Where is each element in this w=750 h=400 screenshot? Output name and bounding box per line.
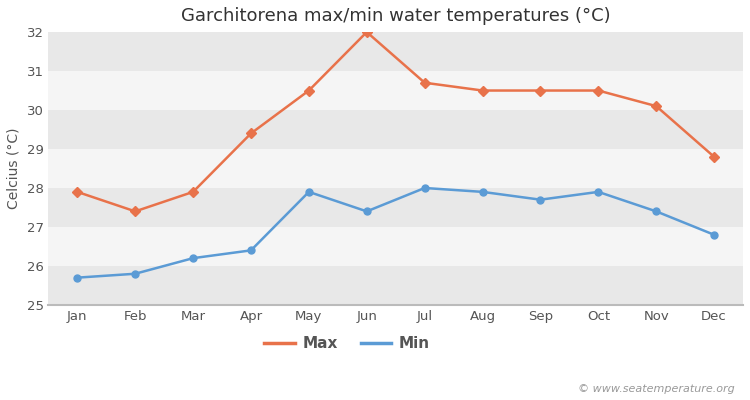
Title: Garchitorena max/min water temperatures (°C): Garchitorena max/min water temperatures … — [181, 7, 610, 25]
Bar — [48, 266, 743, 305]
Legend: Max, Min: Max, Min — [258, 330, 436, 357]
Bar — [48, 110, 743, 149]
Y-axis label: Celcius (°C): Celcius (°C) — [7, 128, 21, 209]
Bar — [48, 149, 743, 188]
Bar — [48, 71, 743, 110]
Text: © www.seatemperature.org: © www.seatemperature.org — [578, 384, 735, 394]
Bar — [48, 227, 743, 266]
Bar — [48, 32, 743, 71]
Bar — [48, 188, 743, 227]
